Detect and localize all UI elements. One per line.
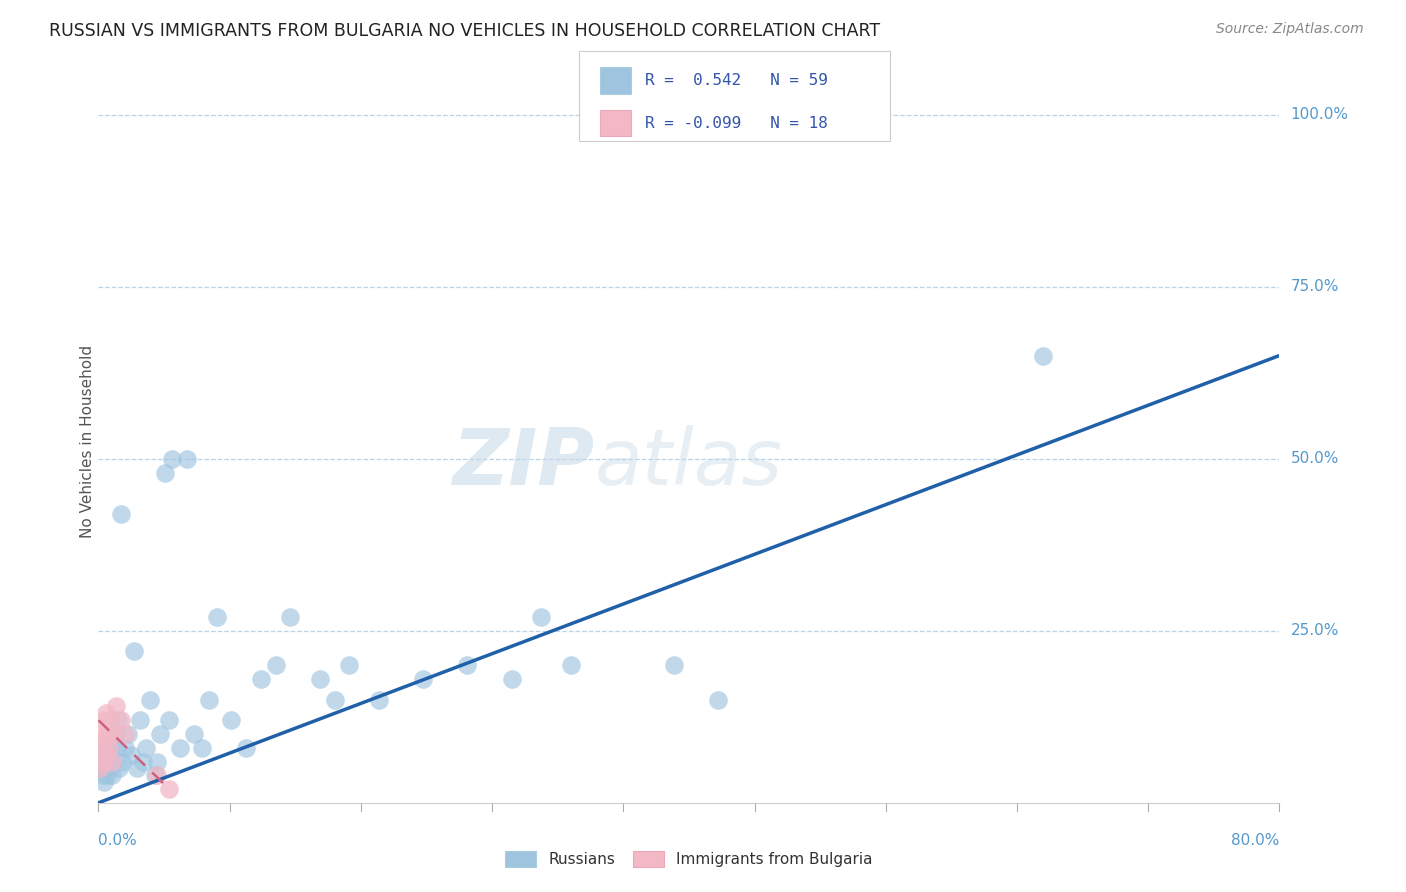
Point	[103, 727, 125, 741]
Point	[457, 658, 479, 673]
Point	[93, 775, 115, 789]
Point	[169, 740, 191, 755]
Point	[125, 761, 148, 775]
Text: 75.0%: 75.0%	[1291, 279, 1339, 294]
Point	[107, 713, 129, 727]
Text: ZIP: ZIP	[453, 425, 595, 501]
Point	[91, 713, 114, 727]
Point	[339, 658, 361, 673]
Point	[93, 734, 115, 748]
Point	[114, 727, 136, 741]
Point	[176, 451, 198, 466]
Text: atlas: atlas	[595, 425, 782, 501]
Point	[664, 658, 686, 673]
Point	[221, 713, 243, 727]
Point	[153, 466, 176, 480]
Point	[96, 727, 118, 741]
Point	[143, 768, 166, 782]
Legend: Russians, Immigrants from Bulgaria: Russians, Immigrants from Bulgaria	[505, 851, 873, 867]
Point	[90, 740, 112, 755]
Point	[191, 740, 214, 755]
Point	[250, 672, 273, 686]
Point	[98, 713, 121, 727]
Point	[94, 747, 117, 762]
Point	[100, 755, 122, 769]
Point	[412, 672, 434, 686]
Text: Source: ZipAtlas.com: Source: ZipAtlas.com	[1216, 22, 1364, 37]
Point	[157, 713, 180, 727]
Point	[91, 755, 114, 769]
Point	[135, 740, 157, 755]
Point	[280, 610, 302, 624]
Point	[94, 761, 117, 775]
Point	[110, 507, 132, 521]
Point	[90, 727, 112, 741]
Point	[162, 451, 183, 466]
Point	[1032, 349, 1054, 363]
Point	[368, 692, 391, 706]
Text: 25.0%: 25.0%	[1291, 624, 1339, 639]
Point	[100, 768, 122, 782]
Point	[97, 734, 120, 748]
Point	[97, 740, 120, 755]
Point	[98, 755, 121, 769]
Point	[264, 658, 287, 673]
Point	[183, 727, 205, 741]
Text: R =  0.542   N = 59: R = 0.542 N = 59	[645, 73, 828, 88]
Point	[111, 755, 134, 769]
Point	[198, 692, 221, 706]
Point	[104, 727, 127, 741]
Point	[96, 768, 118, 782]
Point	[146, 755, 169, 769]
Point	[122, 644, 145, 658]
Point	[89, 761, 111, 775]
Y-axis label: No Vehicles in Household: No Vehicles in Household	[80, 345, 94, 538]
Point	[157, 782, 180, 797]
Point	[93, 755, 115, 769]
Text: 0.0%: 0.0%	[98, 833, 138, 848]
Point	[560, 658, 582, 673]
Point	[128, 713, 150, 727]
Point	[90, 761, 112, 775]
Point	[132, 755, 155, 769]
Point	[117, 727, 139, 741]
Point	[94, 706, 117, 721]
Point	[97, 761, 120, 775]
Text: 100.0%: 100.0%	[1291, 107, 1348, 122]
Point	[120, 747, 142, 762]
Point	[98, 740, 121, 755]
Point	[707, 692, 730, 706]
Point	[103, 755, 125, 769]
Point	[91, 768, 114, 782]
Point	[108, 761, 131, 775]
Point	[91, 747, 114, 762]
Point	[235, 740, 257, 755]
Point	[501, 672, 523, 686]
Point	[105, 740, 128, 755]
Point	[146, 768, 169, 782]
Text: RUSSIAN VS IMMIGRANTS FROM BULGARIA NO VEHICLES IN HOUSEHOLD CORRELATION CHART: RUSSIAN VS IMMIGRANTS FROM BULGARIA NO V…	[49, 22, 880, 40]
Text: R = -0.099   N = 18: R = -0.099 N = 18	[645, 115, 828, 130]
Point	[94, 740, 117, 755]
Point	[114, 740, 136, 755]
Point	[323, 692, 346, 706]
Point	[110, 713, 132, 727]
Point	[530, 610, 553, 624]
Point	[149, 727, 172, 741]
Point	[96, 747, 118, 762]
Text: 80.0%: 80.0%	[1232, 833, 1279, 848]
Point	[139, 692, 162, 706]
Text: 50.0%: 50.0%	[1291, 451, 1339, 467]
Point	[105, 699, 128, 714]
Point	[309, 672, 332, 686]
Point	[205, 610, 228, 624]
